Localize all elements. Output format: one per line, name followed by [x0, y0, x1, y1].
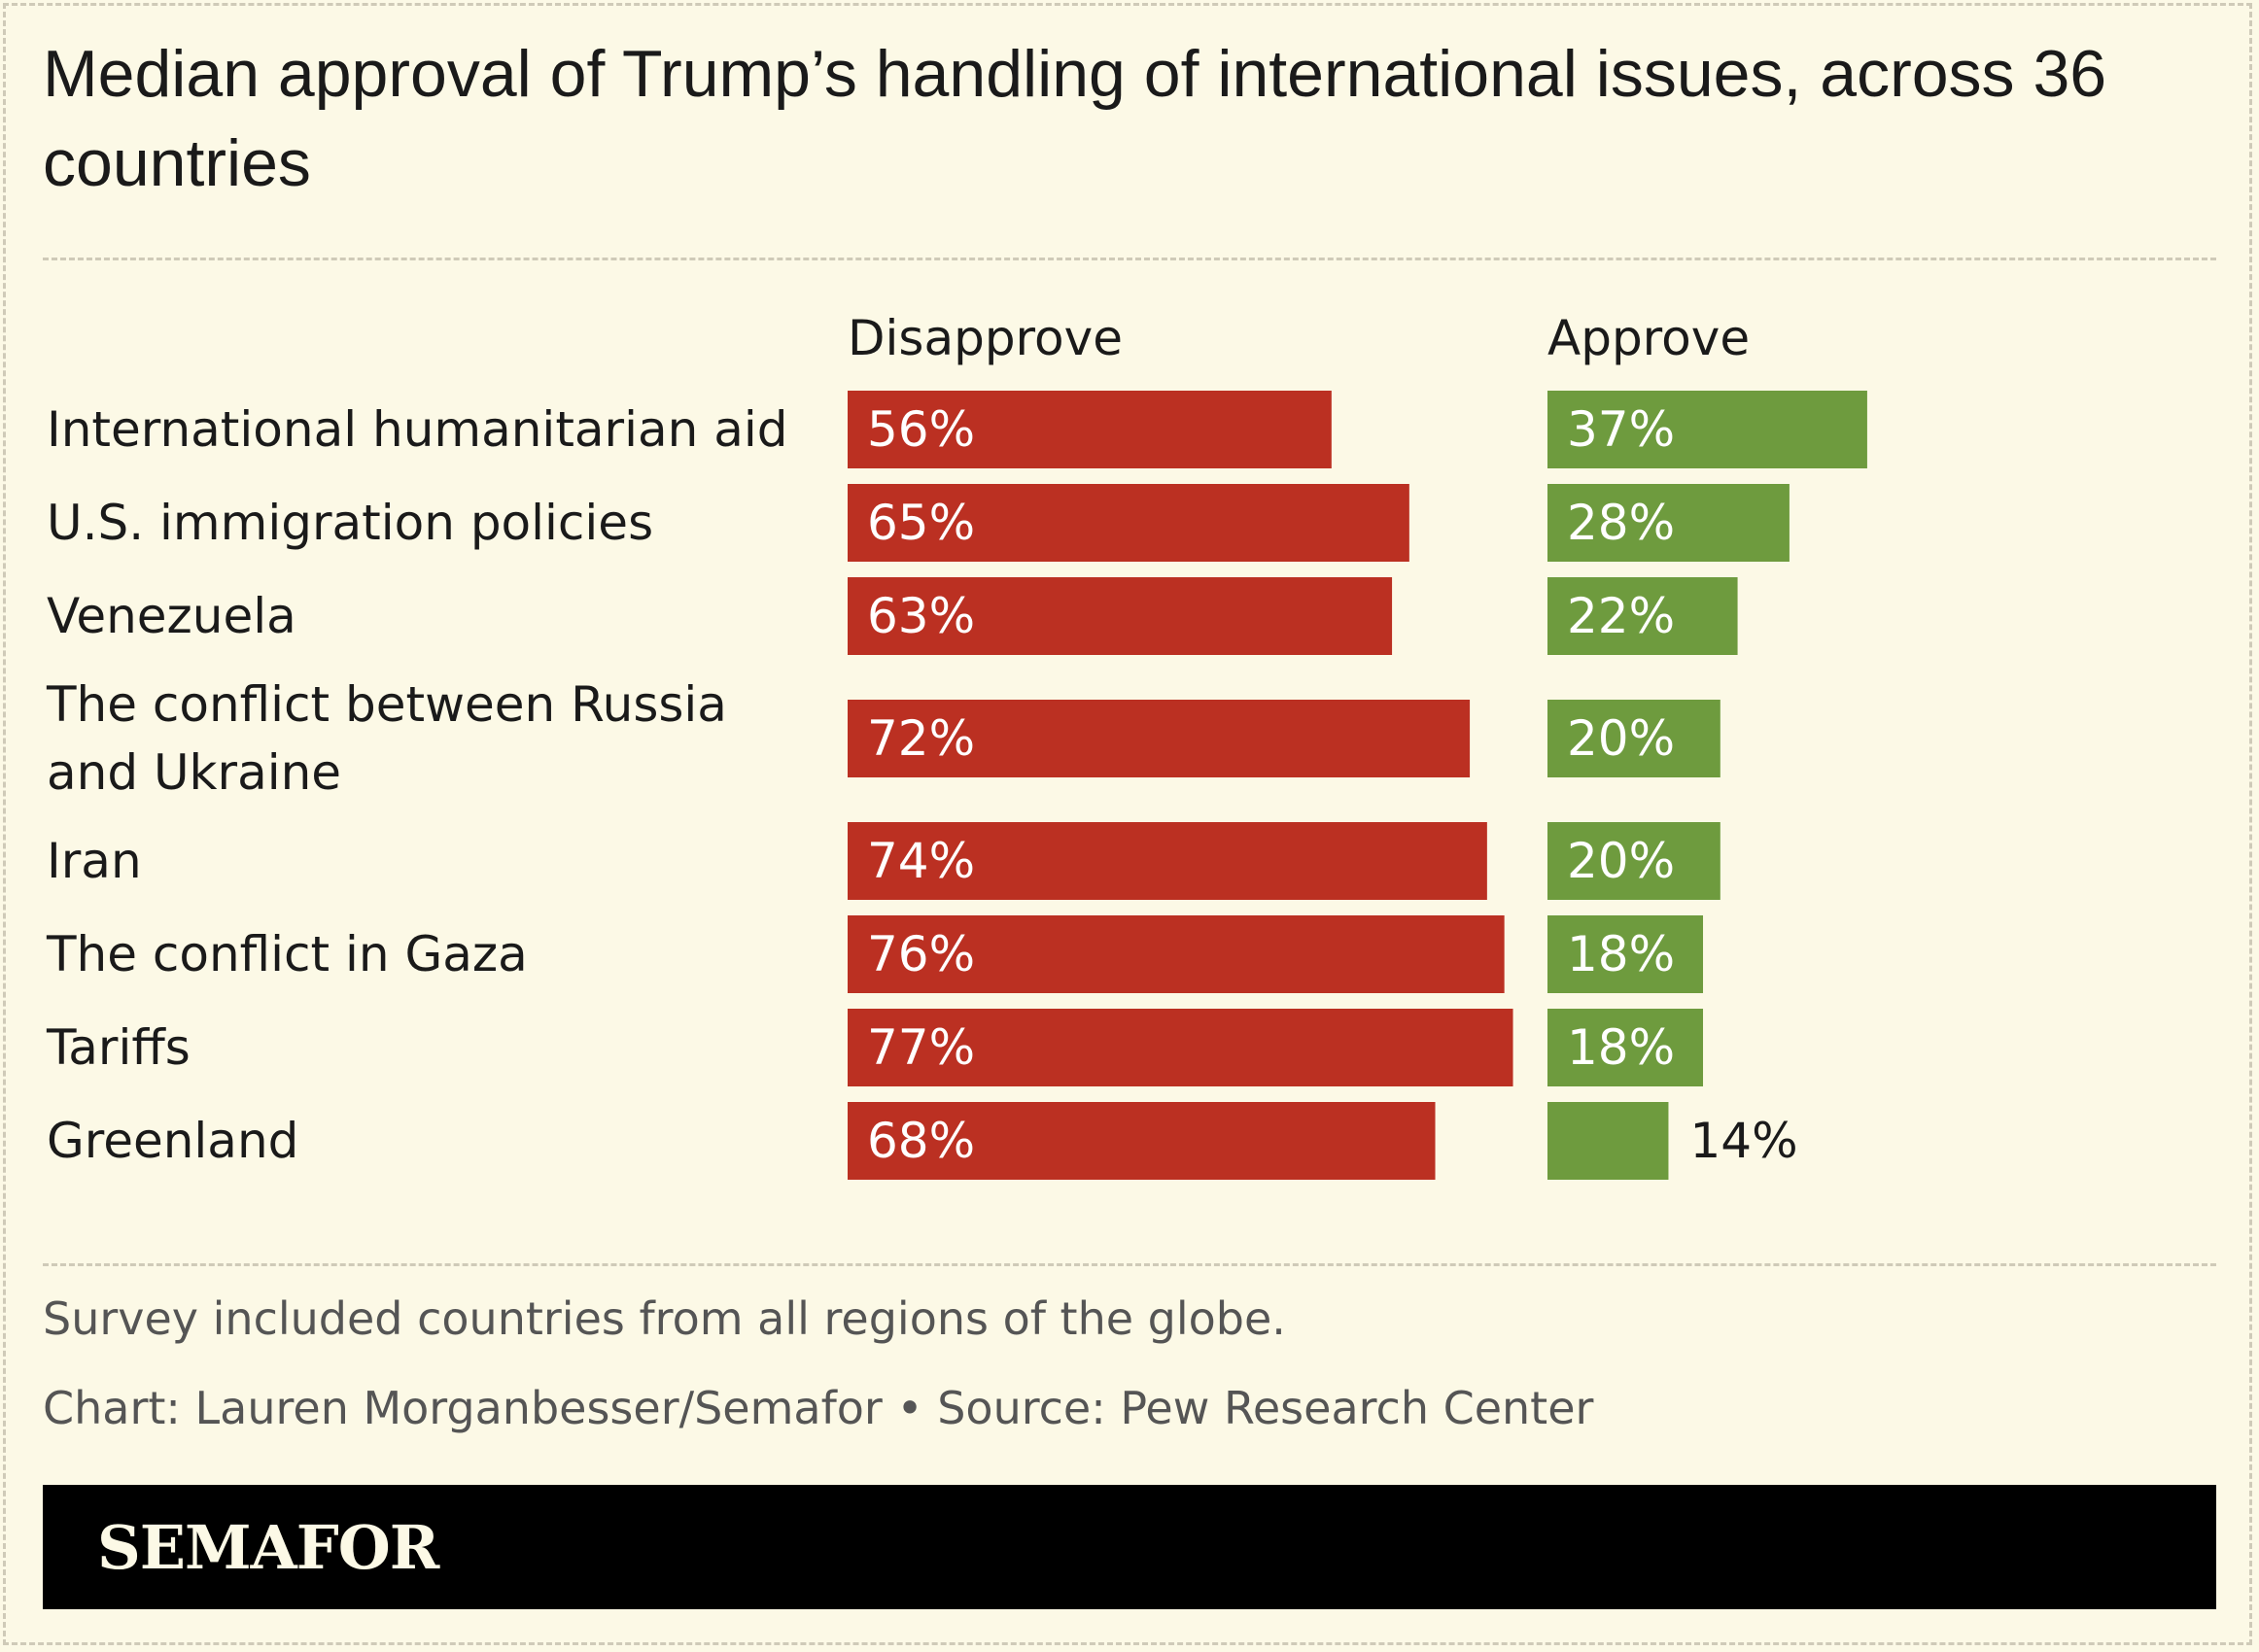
- approve-value-label: 22%: [1567, 588, 1675, 644]
- approve-bar: [1547, 915, 1704, 993]
- disapprove-value-label: 74%: [867, 833, 975, 889]
- approve-bar: [1547, 1009, 1704, 1086]
- brand-bar: SEMAFOR: [43, 1485, 2216, 1609]
- approve-value-label: 18%: [1567, 1019, 1675, 1076]
- disapprove-bar: [848, 577, 1393, 655]
- category-label: International humanitarian aid: [47, 401, 788, 458]
- approve-value-label: 20%: [1567, 833, 1675, 889]
- survey-note: Survey included countries from all regio…: [43, 1292, 1286, 1345]
- category-label: The conflict in Gaza: [46, 926, 528, 982]
- approve-bar: [1547, 484, 1790, 562]
- category-label: The conflict between Russia and Ukraine: [46, 676, 727, 801]
- disapprove-value-label: 77%: [867, 1019, 975, 1076]
- disapprove-bar: [848, 915, 1505, 993]
- disapprove-value-label: 68%: [867, 1113, 975, 1169]
- source-credit: Chart: Lauren Morganbesser/Semafor • Sou…: [43, 1382, 1594, 1434]
- disapprove-value-label: 56%: [867, 401, 975, 458]
- divider-top: [43, 258, 2216, 260]
- approve-bar: [1547, 822, 1720, 900]
- category-label: Iran: [47, 833, 142, 889]
- chart-title: Median approval of Trump’s handling of i…: [43, 37, 2107, 200]
- approve-value-label: 37%: [1567, 401, 1675, 458]
- disapprove-value-label: 72%: [867, 710, 975, 767]
- category-label: Greenland: [47, 1113, 298, 1169]
- approve-value-label: 20%: [1567, 710, 1675, 767]
- approve-bar: [1547, 577, 1738, 655]
- divider-bottom: [43, 1263, 2216, 1266]
- chart-frame: [3, 3, 2252, 1645]
- approve-bar: [1547, 700, 1720, 777]
- disapprove-bar: [848, 1102, 1436, 1180]
- approve-value-label: 18%: [1567, 926, 1675, 982]
- disapprove-value-label: 63%: [867, 588, 975, 644]
- column-header-approve: Approve: [1547, 310, 1750, 366]
- disapprove-bar: [848, 700, 1471, 777]
- disapprove-value-label: 65%: [867, 495, 975, 551]
- approve-value-label: 14%: [1689, 1113, 1797, 1169]
- category-label: U.S. immigration policies: [47, 495, 653, 551]
- disapprove-bar: [848, 391, 1332, 468]
- category-label: Venezuela: [47, 588, 296, 644]
- disapprove-value-label: 76%: [867, 926, 975, 982]
- column-header-disapprove: Disapprove: [848, 310, 1123, 366]
- disapprove-bar: [848, 822, 1487, 900]
- approve-bar: [1547, 1102, 1669, 1180]
- disapprove-bar: [848, 484, 1409, 562]
- semafor-logo: SEMAFOR: [97, 1512, 439, 1583]
- approve-bar: [1547, 391, 1867, 468]
- approve-value-label: 28%: [1567, 495, 1675, 551]
- category-label: Tariffs: [46, 1019, 191, 1076]
- disapprove-bar: [848, 1009, 1513, 1086]
